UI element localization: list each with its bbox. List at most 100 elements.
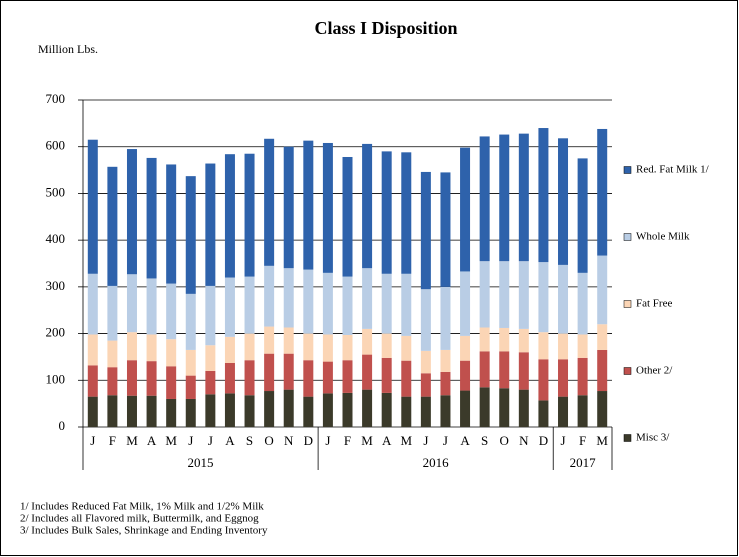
bar-segment <box>87 139 98 274</box>
x-tick-label: J <box>423 433 428 448</box>
bar-segment <box>185 349 196 376</box>
bar-segment <box>264 326 275 354</box>
bar-segment <box>577 357 588 396</box>
bar-segment <box>538 400 549 427</box>
bar-segment <box>362 268 373 329</box>
bar-segment <box>224 393 235 427</box>
bar-segment <box>420 350 431 374</box>
bar-segment <box>322 361 333 394</box>
y-tick-label: 300 <box>46 278 66 293</box>
bar-segment <box>362 354 373 390</box>
x-tick-label: M <box>400 433 412 448</box>
bar-segment <box>264 353 275 392</box>
bar-segment <box>166 398 177 427</box>
bar-segment <box>381 357 392 393</box>
bar-segment <box>460 147 471 272</box>
legend-swatch <box>623 300 632 308</box>
bar-segment <box>558 264 569 334</box>
bar-segment <box>401 335 412 361</box>
x-tick-label: M <box>126 433 138 448</box>
x-tick-label: D <box>304 433 313 448</box>
x-tick-label: J <box>90 433 95 448</box>
x-tick-label: F <box>344 433 351 448</box>
bar-segment <box>146 395 157 427</box>
bar-segment <box>322 142 333 273</box>
x-tick-label: N <box>519 433 529 448</box>
bar-segment <box>322 334 333 362</box>
bar-segment <box>401 152 412 274</box>
bar-segment <box>166 283 177 340</box>
bar-segment <box>283 268 294 328</box>
bar-segment <box>401 273 412 336</box>
legend-label: Whole Milk <box>636 231 690 243</box>
legend-swatch <box>623 434 632 442</box>
x-tick-label: J <box>325 433 330 448</box>
bar-segment <box>87 396 98 427</box>
bar-segment <box>538 332 549 360</box>
y-tick-label: 200 <box>46 325 66 340</box>
bar-segment <box>303 269 314 334</box>
bar-segment <box>244 153 255 277</box>
bar-segment <box>440 349 451 372</box>
x-tick-label: N <box>284 433 294 448</box>
legend-label: Misc 3/ <box>636 432 670 444</box>
y-tick-label: 400 <box>46 231 66 246</box>
bar-segment <box>205 345 216 371</box>
bar-segment <box>303 140 314 270</box>
bar-segment <box>577 334 588 358</box>
bar-segment <box>499 388 510 427</box>
bar-segment <box>185 176 196 294</box>
bar-segment <box>499 261 510 328</box>
bar-segment <box>87 365 98 397</box>
bar-segment <box>166 339 177 367</box>
bar-segment <box>322 272 333 335</box>
bar-segment <box>381 392 392 427</box>
bar-segment <box>224 363 235 394</box>
bar-segment <box>205 285 216 346</box>
bar-segment <box>460 360 471 391</box>
y-axis-label: Million Lbs. <box>38 42 98 56</box>
bar-segment <box>224 154 235 278</box>
bar-segment <box>126 332 137 361</box>
bar-segment <box>577 395 588 427</box>
bar-segment <box>479 327 490 352</box>
bar-segment <box>362 328 373 355</box>
bar-segment <box>107 340 118 368</box>
x-tick-label: M <box>361 433 373 448</box>
bar-segment <box>401 396 412 427</box>
bar-segment <box>283 353 294 390</box>
bar-segment <box>381 273 392 334</box>
bar-segment <box>126 360 137 396</box>
bar-segment <box>342 360 353 393</box>
bar-segment <box>126 149 137 275</box>
bar-segment <box>440 371 451 396</box>
bar-segment <box>479 261 490 328</box>
bar-segment <box>166 164 177 284</box>
legend-swatch <box>623 367 632 375</box>
bar-segment <box>538 359 549 401</box>
legend-label: Fat Free <box>636 298 672 310</box>
footnote: 3/ Includes Bulk Sales, Shrinkage and En… <box>20 525 268 537</box>
bar-segment <box>479 136 490 262</box>
x-tick-label: M <box>165 433 177 448</box>
bar-segment <box>518 389 529 427</box>
bar-segment <box>244 276 255 334</box>
bar-segment <box>224 277 235 337</box>
bar-segment <box>460 390 471 427</box>
bar-segment <box>342 392 353 427</box>
bar-segment <box>479 351 490 388</box>
bar-segment <box>440 395 451 427</box>
legend-swatch <box>623 166 632 174</box>
x-tick-label: O <box>500 433 509 448</box>
bar-segment <box>322 393 333 427</box>
bar-segment <box>244 333 255 361</box>
x-group-label: 2015 <box>188 455 214 470</box>
bar-segment <box>303 396 314 427</box>
x-tick-label: F <box>579 433 586 448</box>
bar-segment <box>342 334 353 361</box>
bar-segment <box>146 361 157 396</box>
x-group-label: 2017 <box>570 455 597 470</box>
bar-segment <box>597 349 608 392</box>
x-tick-label: A <box>382 433 392 448</box>
